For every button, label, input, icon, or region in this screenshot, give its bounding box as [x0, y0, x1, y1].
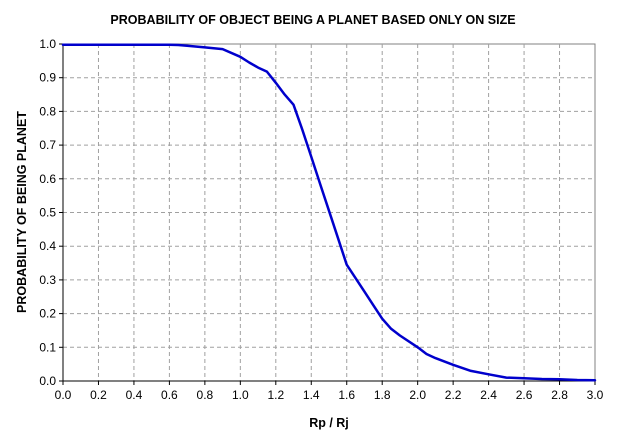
x-tick-label: 2.6	[516, 388, 533, 402]
x-tick-label: 0.4	[126, 388, 143, 402]
y-tick-label: 0.3	[39, 273, 56, 287]
y-tick-label: 0.0	[39, 374, 56, 388]
x-tick-label: 1.2	[267, 388, 284, 402]
x-tick-label: 2.4	[480, 388, 497, 402]
y-axis-label: PROBABILITY OF BEING PLANET	[15, 111, 29, 313]
x-tick-label: 2.0	[409, 388, 426, 402]
x-tick-label: 0.6	[161, 388, 178, 402]
x-tick-label: 0.2	[90, 388, 107, 402]
x-tick-label: 2.8	[551, 388, 568, 402]
x-tick-label: 3.0	[587, 388, 604, 402]
y-tick-label: 0.7	[39, 138, 56, 152]
x-tick-label: 1.0	[232, 388, 249, 402]
x-axis-label: Rp / Rj	[309, 416, 349, 430]
y-tick-label: 0.4	[39, 239, 56, 253]
x-tick-label: 0.0	[55, 388, 72, 402]
series-line	[61, 43, 597, 382]
x-tick-labels: 0.0 0.2 0.4 0.6 0.8 1.0 1.2 1.4 1.6 1.8 2.0 2.2 2.4 2…	[55, 388, 604, 402]
y-tick-labels: 0.0 0.1 0.2 0.3 0.4 0.5 0.6 0.7 0.8 0.9 1.0	[39, 37, 56, 388]
y-tick-label: 0.2	[39, 307, 56, 321]
y-tick-label: 0.6	[39, 172, 56, 186]
axes	[59, 43, 596, 385]
y-tick-label: 0.8	[39, 104, 56, 118]
x-tick-label: 1.8	[374, 388, 391, 402]
grid-lines	[63, 44, 595, 381]
x-tick-label: 1.4	[303, 388, 320, 402]
y-tick-label: 0.9	[39, 71, 56, 85]
x-tick-label: 0.8	[197, 388, 214, 402]
series-layer	[61, 43, 597, 382]
y-tick-label: 0.1	[39, 340, 56, 354]
x-tick-label: 1.6	[338, 388, 355, 402]
y-tick-label: 1.0	[39, 37, 56, 51]
x-tick-label: 2.2	[445, 388, 462, 402]
y-tick-label: 0.5	[39, 206, 56, 220]
chart-title: PROBABILITY OF OBJECT BEING A PLANET BAS…	[110, 13, 515, 27]
